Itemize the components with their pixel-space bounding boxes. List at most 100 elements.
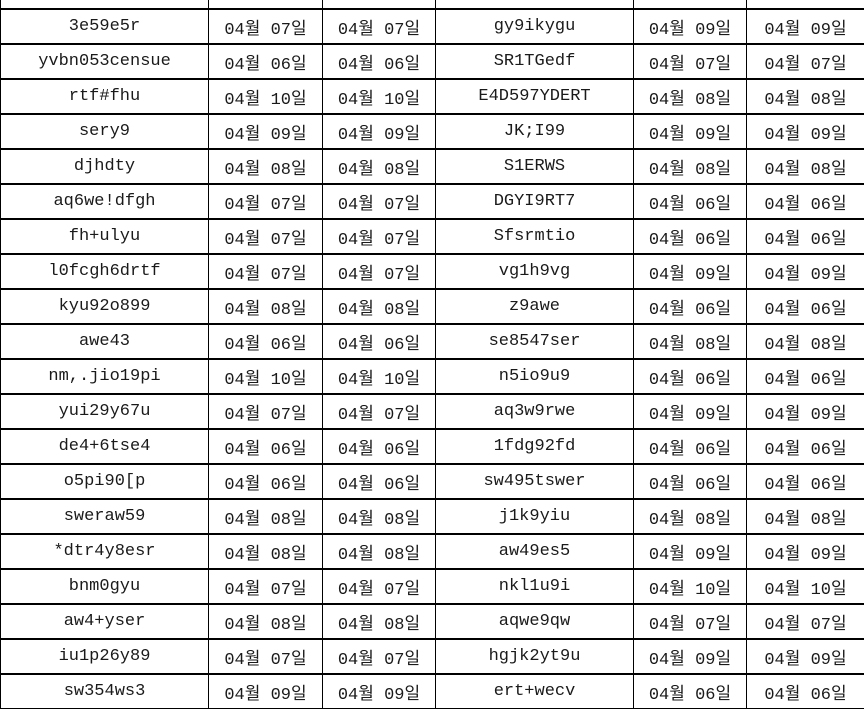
date-cell[interactable]: 04월 08일 xyxy=(633,78,747,115)
date-cell[interactable]: 04월 07일 xyxy=(322,393,436,430)
id-cell[interactable]: de4+6tse4 xyxy=(0,428,209,465)
date-cell[interactable]: 04월 09일 xyxy=(746,8,864,45)
date-cell[interactable]: 04월 08일 xyxy=(208,603,323,640)
date-cell[interactable]: 04월 09일 xyxy=(746,113,864,150)
date-cell[interactable]: 04월 07일 xyxy=(322,8,436,45)
date-cell[interactable]: 04월 06일 xyxy=(322,463,436,500)
id-cell[interactable]: SR1TGedf xyxy=(435,43,634,80)
date-cell[interactable]: 04월 08일 xyxy=(633,148,747,185)
id-cell[interactable]: E4D597YDERT xyxy=(435,78,634,115)
id-cell[interactable]: djhdty xyxy=(0,148,209,185)
id-cell[interactable]: aw49es5 xyxy=(435,533,634,570)
date-cell[interactable]: 04월 09일 xyxy=(746,638,864,675)
date-cell[interactable]: 04월 06일 xyxy=(633,218,747,255)
date-cell[interactable]: 04월 08일 xyxy=(746,323,864,360)
id-cell[interactable]: n5io9u9 xyxy=(435,358,634,395)
date-cell[interactable]: 04월 09일 xyxy=(633,533,747,570)
empty-cell[interactable] xyxy=(0,0,209,10)
empty-cell[interactable] xyxy=(435,0,634,10)
date-cell[interactable]: 04월 07일 xyxy=(633,43,747,80)
date-cell[interactable]: 04월 06일 xyxy=(322,43,436,80)
date-cell[interactable]: 04월 07일 xyxy=(322,253,436,290)
date-cell[interactable]: 04월 08일 xyxy=(208,498,323,535)
date-cell[interactable]: 04월 08일 xyxy=(322,603,436,640)
date-cell[interactable]: 04월 09일 xyxy=(746,253,864,290)
id-cell[interactable]: 1fdg92fd xyxy=(435,428,634,465)
date-cell[interactable]: 04월 06일 xyxy=(746,288,864,325)
date-cell[interactable]: 04월 08일 xyxy=(322,288,436,325)
date-cell[interactable]: 04월 10일 xyxy=(322,358,436,395)
date-cell[interactable]: 04월 10일 xyxy=(208,78,323,115)
date-cell[interactable]: 04월 07일 xyxy=(208,253,323,290)
date-cell[interactable]: 04월 08일 xyxy=(746,148,864,185)
id-cell[interactable]: nkl1u9i xyxy=(435,568,634,605)
date-cell[interactable]: 04월 10일 xyxy=(208,358,323,395)
date-cell[interactable]: 04월 06일 xyxy=(746,463,864,500)
id-cell[interactable]: l0fcgh6drtf xyxy=(0,253,209,290)
id-cell[interactable]: DGYI9RT7 xyxy=(435,183,634,220)
date-cell[interactable]: 04월 08일 xyxy=(746,498,864,535)
date-cell[interactable]: 04월 06일 xyxy=(208,428,323,465)
id-cell[interactable]: kyu92o899 xyxy=(0,288,209,325)
id-cell[interactable]: nm,.jio19pi xyxy=(0,358,209,395)
date-cell[interactable]: 04월 08일 xyxy=(208,288,323,325)
date-cell[interactable]: 04월 08일 xyxy=(746,78,864,115)
id-cell[interactable]: JK;I99 xyxy=(435,113,634,150)
id-cell[interactable]: aqwe9qw xyxy=(435,603,634,640)
date-cell[interactable]: 04월 06일 xyxy=(633,673,747,709)
date-cell[interactable]: 04월 10일 xyxy=(322,78,436,115)
id-cell[interactable]: 3e59e5r xyxy=(0,8,209,45)
id-cell[interactable]: j1k9yiu xyxy=(435,498,634,535)
id-cell[interactable]: sw354ws3 xyxy=(0,673,209,709)
id-cell[interactable]: sweraw59 xyxy=(0,498,209,535)
id-cell[interactable]: *dtr4y8esr xyxy=(0,533,209,570)
date-cell[interactable]: 04월 10일 xyxy=(633,568,747,605)
date-cell[interactable]: 04월 09일 xyxy=(633,393,747,430)
date-cell[interactable]: 04월 09일 xyxy=(208,673,323,709)
date-cell[interactable]: 04월 06일 xyxy=(633,358,747,395)
id-cell[interactable]: sw495tswer xyxy=(435,463,634,500)
date-cell[interactable]: 04월 06일 xyxy=(746,673,864,709)
date-cell[interactable]: 04월 09일 xyxy=(746,533,864,570)
date-cell[interactable]: 04월 09일 xyxy=(322,113,436,150)
id-cell[interactable]: o5pi90[p xyxy=(0,463,209,500)
id-cell[interactable]: z9awe xyxy=(435,288,634,325)
date-cell[interactable]: 04월 09일 xyxy=(633,638,747,675)
date-cell[interactable]: 04월 07일 xyxy=(746,43,864,80)
id-cell[interactable]: S1ERWS xyxy=(435,148,634,185)
id-cell[interactable]: aq3w9rwe xyxy=(435,393,634,430)
empty-cell[interactable] xyxy=(746,0,864,10)
id-cell[interactable]: aw4+yser xyxy=(0,603,209,640)
empty-cell[interactable] xyxy=(208,0,323,10)
id-cell[interactable]: se8547ser xyxy=(435,323,634,360)
id-cell[interactable]: yui29y67u xyxy=(0,393,209,430)
empty-cell[interactable] xyxy=(633,0,747,10)
date-cell[interactable]: 04월 06일 xyxy=(322,428,436,465)
date-cell[interactable]: 04월 07일 xyxy=(208,218,323,255)
date-cell[interactable]: 04월 06일 xyxy=(746,428,864,465)
date-cell[interactable]: 04월 07일 xyxy=(633,603,747,640)
date-cell[interactable]: 04월 07일 xyxy=(322,218,436,255)
date-cell[interactable]: 04월 07일 xyxy=(322,568,436,605)
date-cell[interactable]: 04월 06일 xyxy=(746,218,864,255)
id-cell[interactable]: hgjk2yt9u xyxy=(435,638,634,675)
id-cell[interactable]: aq6we!dfgh xyxy=(0,183,209,220)
date-cell[interactable]: 04월 06일 xyxy=(633,183,747,220)
date-cell[interactable]: 04월 09일 xyxy=(633,253,747,290)
date-cell[interactable]: 04월 09일 xyxy=(322,673,436,709)
date-cell[interactable]: 04월 07일 xyxy=(746,603,864,640)
date-cell[interactable]: 04월 07일 xyxy=(322,638,436,675)
date-cell[interactable]: 04월 07일 xyxy=(208,8,323,45)
date-cell[interactable]: 04월 08일 xyxy=(322,533,436,570)
date-cell[interactable]: 04월 08일 xyxy=(322,498,436,535)
date-cell[interactable]: 04월 06일 xyxy=(746,358,864,395)
id-cell[interactable]: fh+ulyu xyxy=(0,218,209,255)
id-cell[interactable]: iu1p26y89 xyxy=(0,638,209,675)
date-cell[interactable]: 04월 08일 xyxy=(322,148,436,185)
date-cell[interactable]: 04월 08일 xyxy=(633,498,747,535)
date-cell[interactable]: 04월 08일 xyxy=(208,533,323,570)
date-cell[interactable]: 04월 08일 xyxy=(208,148,323,185)
date-cell[interactable]: 04월 06일 xyxy=(208,323,323,360)
date-cell[interactable]: 04월 07일 xyxy=(208,638,323,675)
date-cell[interactable]: 04월 06일 xyxy=(633,463,747,500)
